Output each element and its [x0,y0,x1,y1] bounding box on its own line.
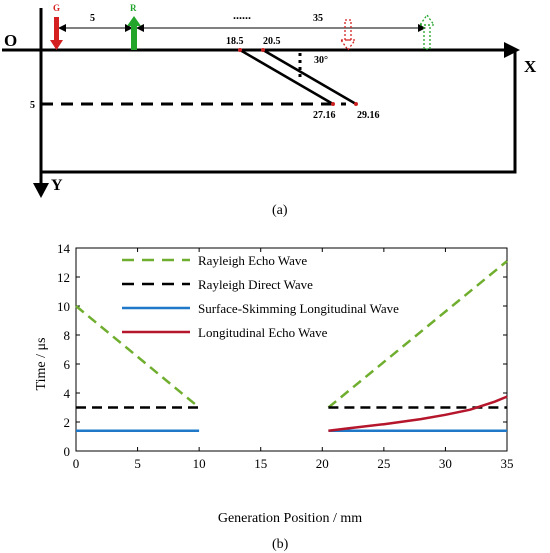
crack-top-right-label: 20.5 [263,36,281,47]
receiver-arrowhead [127,16,141,26]
crack-bottom-left-label: 27.16 [313,110,336,121]
dimension-gr-label: 5 [90,13,95,24]
x-tick-label: 10 [193,456,206,471]
y-tick-label: 0 [64,444,71,459]
crack-point-bottom-right [354,102,358,106]
crack-bottom-right-label: 29.16 [357,110,380,121]
x-tick-label: 25 [377,456,390,471]
time-position-chart: 0 5 10 15 20 25 30 35 0 2 4 6 8 10 12 14 Rayleigh Echo … [34,241,514,552]
angle-label: 30° [314,55,328,66]
y-tick-label: 14 [57,241,71,256]
specimen-box [39,48,517,174]
y-tick-label: 10 [57,299,70,314]
x-axis-title: Generation Position / mm [218,511,362,526]
depth-label: 5 [30,100,35,111]
x-axis-label: X [524,57,537,76]
legend-label: Longitudinal Echo Wave [198,325,328,340]
crack-point-top-left [238,48,242,52]
y-tick-label: 2 [64,415,71,430]
crack-left-edge [239,48,334,106]
legend-label: Rayleigh Direct Wave [198,277,313,292]
panel-label-b: (b) [272,537,289,552]
x-tick-label: 0 [73,456,80,471]
crack-top-left-label: 18.5 [226,36,244,47]
dimension-total-label: 35 [313,13,323,24]
y-axis-arrowhead [33,183,49,198]
legend-label: Rayleigh Echo Wave [198,253,307,268]
receiver-shaft [131,25,137,50]
y-tick-label: 6 [64,357,71,372]
y-axis-label: Y [51,177,63,194]
receiver-moved-arrowhead [418,13,436,26]
crack-right-edge [262,48,357,106]
receiver-moved-shaft [423,24,431,50]
generator-shaft [54,17,59,41]
x-tick-label: 5 [134,456,141,471]
x-tick-label: 35 [501,456,514,471]
y-axis-title: Time / μs [34,338,49,391]
panel-label-a: (a) [272,203,288,218]
generator-label: G [53,3,60,13]
series-line-rayleigh-echo-wave [75,305,200,409]
x-tick-label: 15 [254,456,267,471]
generator-moved-shaft [344,19,352,41]
ellipsis-dots: ...... [233,8,251,22]
specimen-diagram: X O Y 5 18.5 20.5 27.16 29.16 30° ......… [2,3,537,218]
y-tick-label: 8 [64,328,71,343]
origin-label: O [4,31,17,50]
x-tick-label: 30 [439,456,452,471]
legend-label: Surface-Skimming Longitudinal Wave [198,301,399,316]
series-line-rayleigh-echo-wave [327,260,508,409]
crack-point-bottom-left [331,102,335,106]
x-tick-label: 20 [316,456,329,471]
y-tick-label: 4 [64,386,71,401]
plot-area-frame [75,247,508,452]
generator-moved-arrowhead [339,39,357,52]
y-tick-label: 12 [57,270,70,285]
crack-point-top-right [261,48,265,52]
generator-arrowhead [50,40,63,50]
series-line-longitudinal-echo-wave [328,395,508,432]
receiver-label: R [130,3,137,13]
